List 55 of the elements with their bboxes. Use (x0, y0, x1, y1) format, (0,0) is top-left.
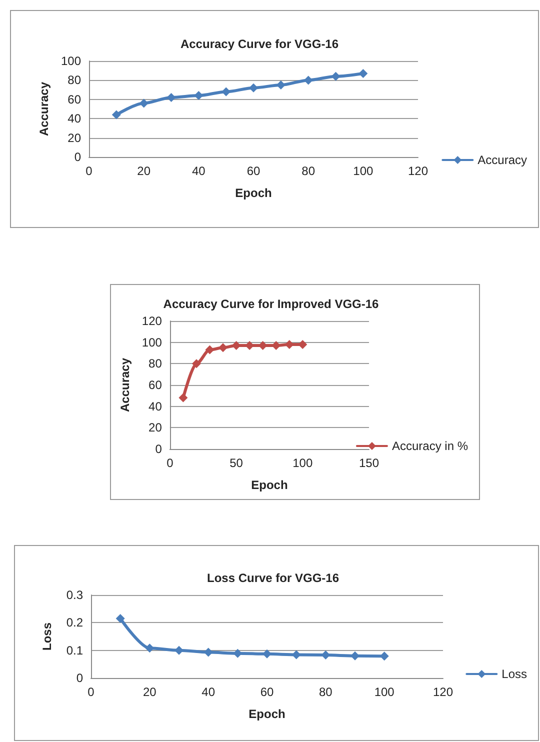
x-tick-label: 0 (88, 685, 95, 699)
x-tick-label: 40 (202, 685, 216, 699)
x-tick-label: 80 (302, 164, 316, 178)
point (166, 92, 176, 102)
x-tick-label: 100 (353, 164, 374, 178)
x-tick-label: 60 (260, 685, 274, 699)
point (139, 98, 148, 108)
point (178, 393, 188, 402)
point (249, 83, 258, 92)
point (116, 614, 125, 624)
x-tick-label: 80 (318, 685, 333, 699)
y-tick-label: 20 (148, 420, 162, 435)
x-tick-label: 120 (408, 164, 428, 178)
y-tick-label: 0 (74, 150, 82, 164)
x-axis-title: Epoch (251, 478, 288, 492)
y-tick-label: 0.3 (66, 588, 84, 602)
y-tick-label: 20 (68, 130, 82, 145)
chart-title: Loss Curve for VGG-16 (206, 571, 340, 585)
y-tick-label: 0 (76, 671, 84, 685)
y-tick-label: 60 (148, 378, 162, 392)
x-tick-label: 60 (246, 164, 260, 178)
x-tick-label: 0 (86, 164, 93, 178)
y-tick-label: 80 (68, 73, 82, 88)
y-tick-label: 40 (148, 399, 162, 414)
y-tick-label: 120 (142, 314, 162, 328)
chart-title: Accuracy Curve for Improved VGG-16 (163, 297, 380, 311)
y-tick-label: 0.2 (66, 616, 84, 630)
y-tick-label: 100 (60, 54, 82, 68)
legend-label: Accuracy (478, 153, 528, 167)
y-axis-title: Loss (40, 622, 54, 651)
point (358, 68, 368, 78)
y-tick-label: 80 (148, 356, 162, 371)
x-tick-label: 50 (230, 456, 244, 470)
x-tick-label: 40 (192, 164, 206, 178)
point (350, 651, 360, 660)
y-tick-label: 0.1 (66, 643, 84, 658)
x-tick-label: 120 (432, 685, 454, 699)
point (262, 649, 272, 658)
legend-label: Accuracy in % (392, 439, 468, 453)
y-tick-label: 0 (155, 442, 162, 456)
y-axis-title: Accuracy (37, 82, 52, 136)
y-axis-title: Accuracy (118, 358, 132, 412)
y-tick-label: 60 (68, 92, 82, 106)
x-axis-title: Epoch (248, 707, 286, 721)
legend-label: Loss (502, 667, 528, 681)
x-tick-label: 100 (374, 685, 395, 699)
point (112, 110, 121, 120)
x-axis-title: Epoch (235, 186, 272, 200)
x-tick-label: 150 (358, 456, 380, 470)
y-tick-label: 40 (68, 112, 82, 126)
chart-title: Accuracy Curve for VGG-16 (180, 37, 339, 51)
x-tick-label: 100 (292, 456, 313, 470)
point (192, 359, 201, 368)
y-tick-label: 100 (142, 335, 162, 350)
x-tick-label: 0 (166, 456, 174, 470)
